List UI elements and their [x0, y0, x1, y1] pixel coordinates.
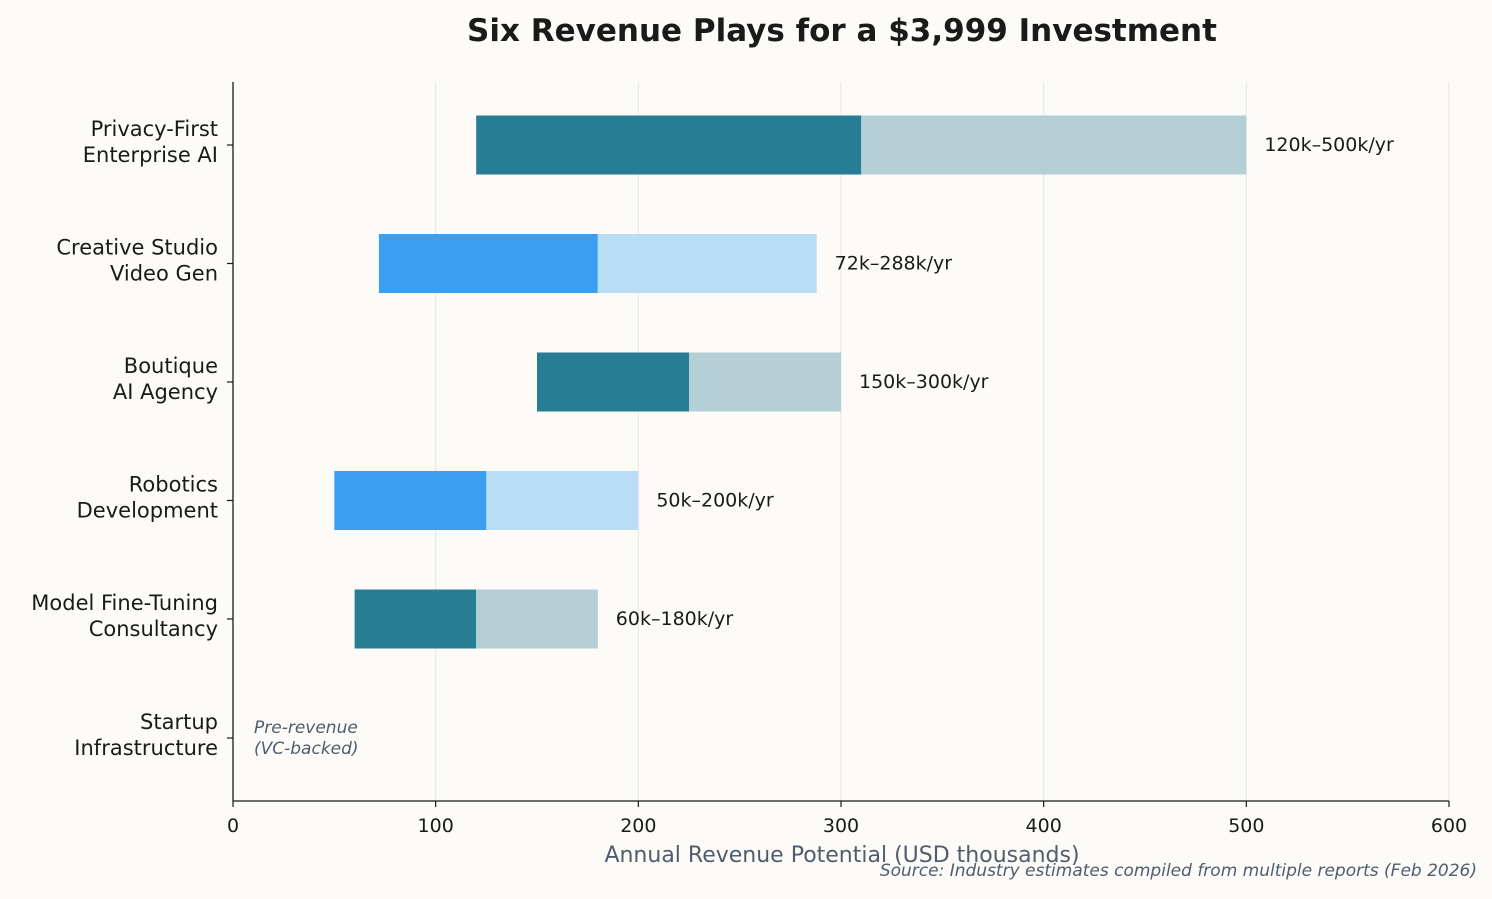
bar-mid-to-high: [476, 589, 598, 649]
y-tick-label: Privacy-First Enterprise AI: [83, 117, 218, 167]
bar-low-to-mid: [334, 471, 487, 530]
x-tick-label: 300: [823, 815, 859, 837]
y-tick-label: Robotics Development: [77, 473, 218, 523]
bar-mid-to-high: [597, 234, 817, 293]
x-tick-label: 500: [1228, 815, 1264, 837]
x-tick-label: 200: [620, 815, 656, 837]
bar-mid-to-high: [486, 471, 639, 530]
bar-mid-to-high: [689, 352, 841, 412]
y-tick-label: Model Fine-Tuning Consultancy: [31, 591, 218, 641]
x-tick-label: 600: [1431, 815, 1467, 837]
x-tick-label: 0: [227, 815, 239, 837]
pre-revenue-annotation: Pre-revenue (VC-backed): [254, 718, 359, 759]
range-data-label: 60k–180k/yr: [616, 608, 734, 630]
y-tick-label: Creative Studio Video Gen: [56, 236, 218, 286]
source-note: Source: Industry estimates compiled from…: [880, 861, 1477, 881]
bar-low-to-mid: [354, 589, 477, 649]
chart-title: Six Revenue Plays for a $3,999 Investmen…: [467, 13, 1217, 49]
bar-low-to-mid: [476, 115, 862, 175]
y-tick-label: Startup Infrastructure: [74, 710, 218, 760]
range-data-label: 72k–288k/yr: [835, 253, 953, 275]
range-data-label: 120k–500k/yr: [1264, 134, 1394, 156]
x-axis-label: Annual Revenue Potential (USD thousands): [604, 843, 1079, 868]
y-tick-label: Boutique AI Agency: [113, 354, 218, 404]
range-data-label: 150k–300k/yr: [859, 371, 989, 393]
bar-low-to-mid: [537, 352, 689, 412]
x-tick-label: 100: [418, 815, 454, 837]
bar-low-to-mid: [378, 234, 598, 293]
range-data-label: 50k–200k/yr: [656, 490, 774, 512]
bar-mid-to-high: [861, 115, 1247, 175]
x-tick-label: 400: [1026, 815, 1062, 837]
